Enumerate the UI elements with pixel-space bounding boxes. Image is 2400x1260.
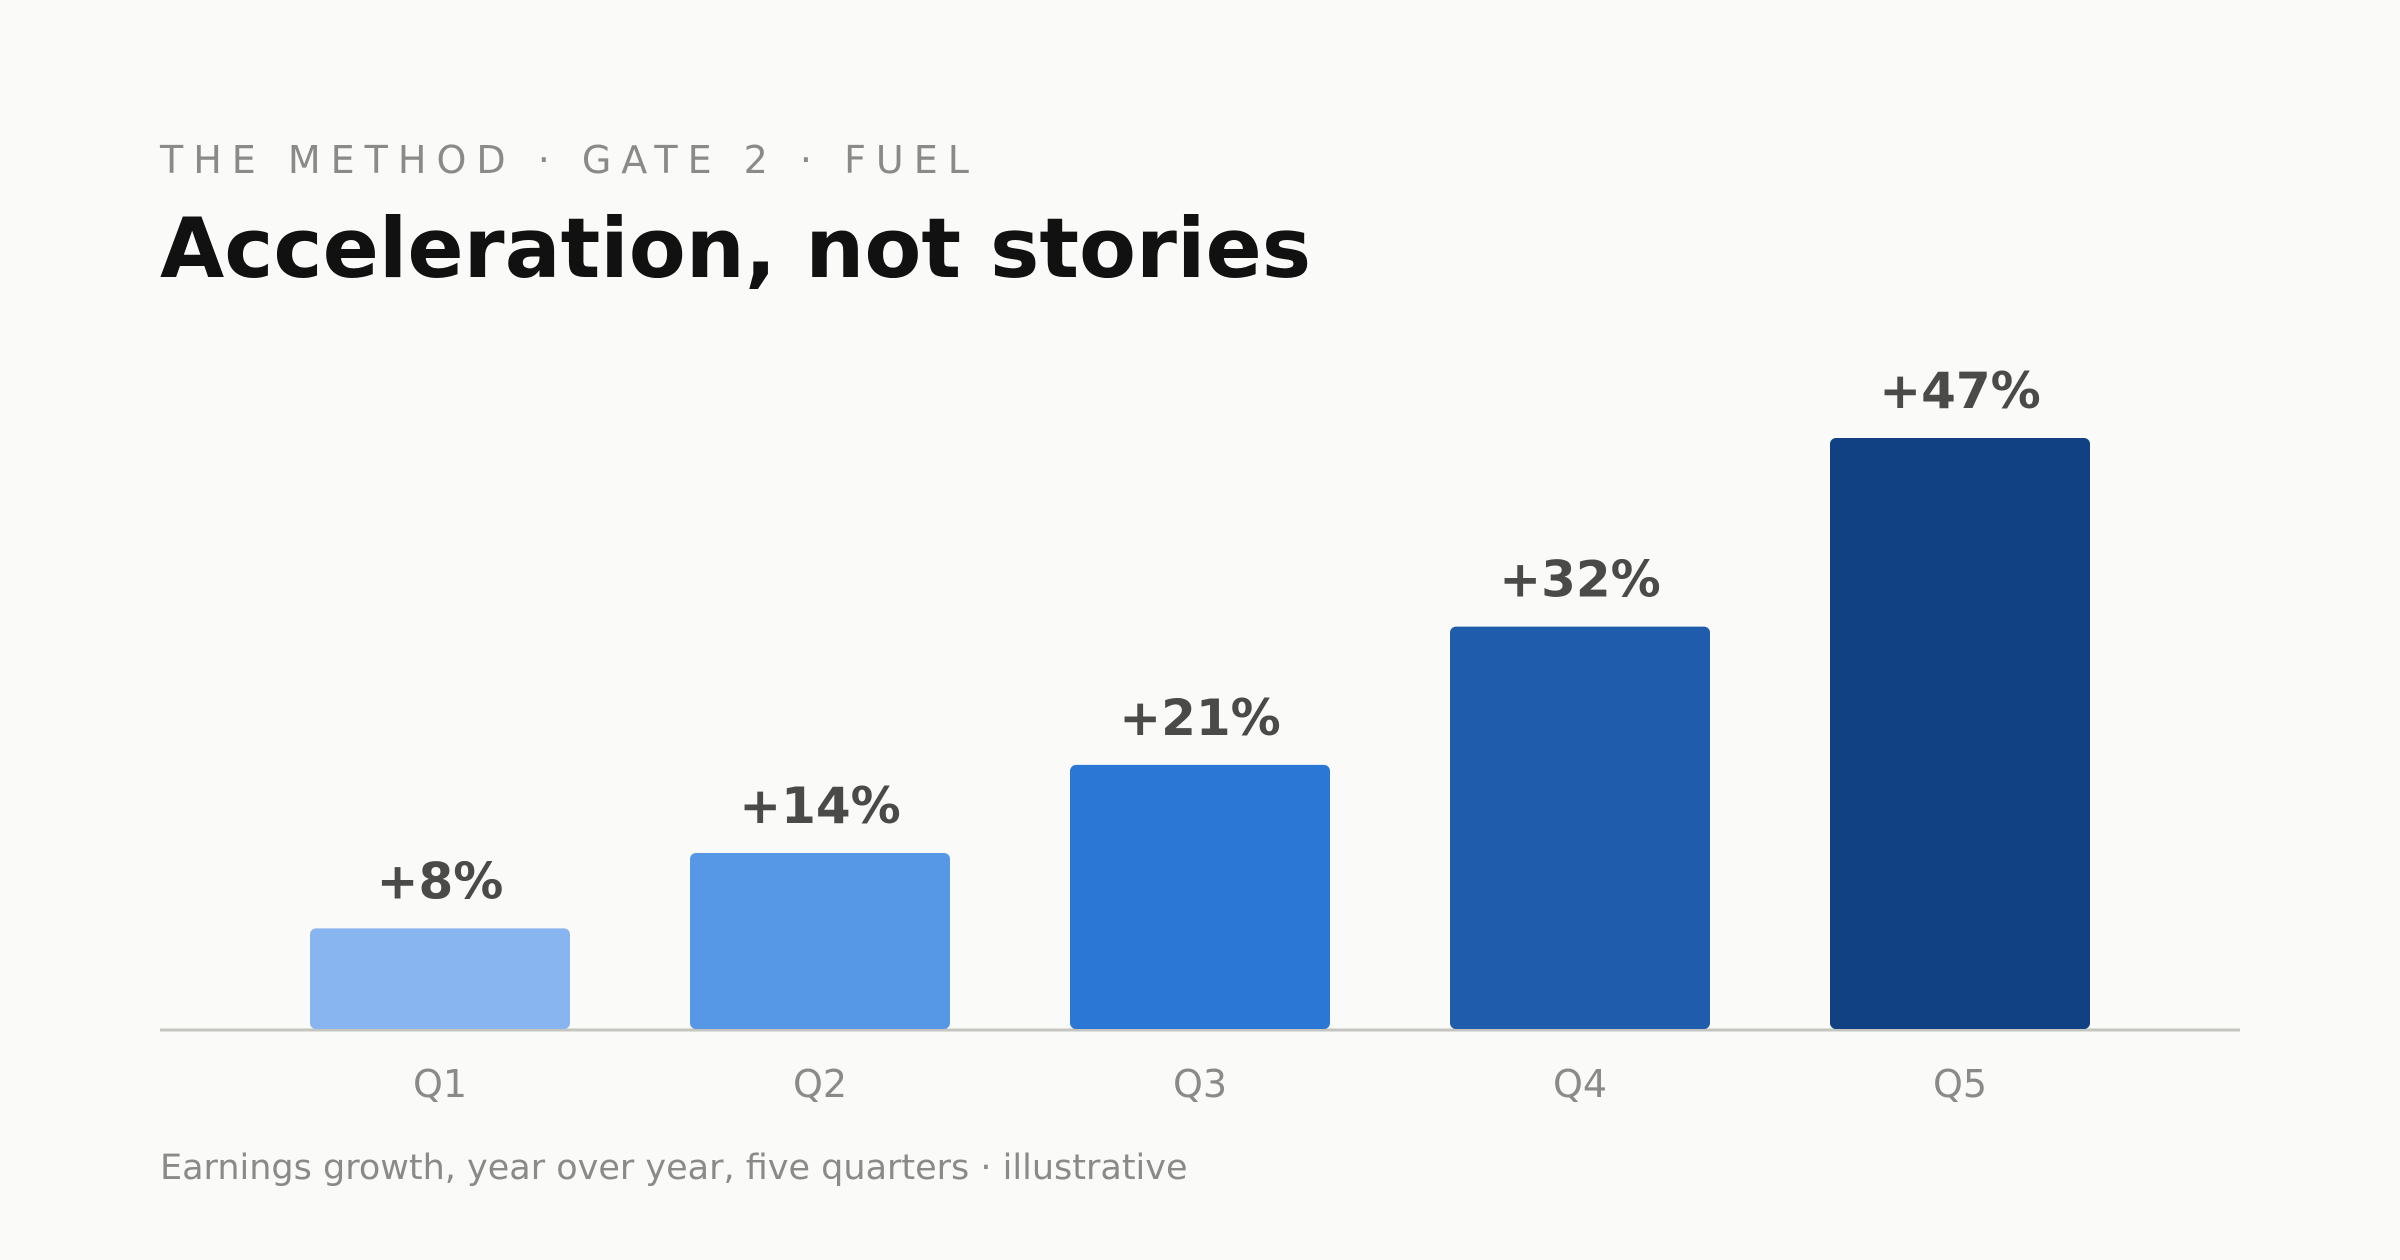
x-tick-label-q2: Q2 bbox=[793, 1062, 847, 1106]
bar-q5 bbox=[1830, 438, 2090, 1029]
value-label-q4: +32% bbox=[1499, 551, 1661, 609]
bar-q4 bbox=[1450, 626, 1710, 1029]
x-tick-label-q1: Q1 bbox=[413, 1062, 467, 1106]
chart-eyebrow: THE METHOD · GATE 2 · FUEL bbox=[160, 138, 979, 182]
bar-q1 bbox=[310, 928, 570, 1029]
x-tick-label-q3: Q3 bbox=[1173, 1062, 1227, 1106]
value-label-q2: +14% bbox=[739, 777, 901, 835]
value-label-q3: +21% bbox=[1119, 689, 1281, 747]
bar-q3 bbox=[1070, 764, 1330, 1029]
x-tick-label-q4: Q4 bbox=[1553, 1062, 1607, 1106]
chart-title: Acceleration, not stories bbox=[160, 200, 1312, 297]
chart-footnote: Earnings growth, year over year, five qu… bbox=[160, 1148, 1188, 1188]
value-label-q1: +8% bbox=[377, 852, 504, 910]
bar-q2 bbox=[690, 852, 950, 1029]
x-tick-label-q5: Q5 bbox=[1933, 1062, 1987, 1106]
value-label-q5: +47% bbox=[1879, 362, 2041, 420]
